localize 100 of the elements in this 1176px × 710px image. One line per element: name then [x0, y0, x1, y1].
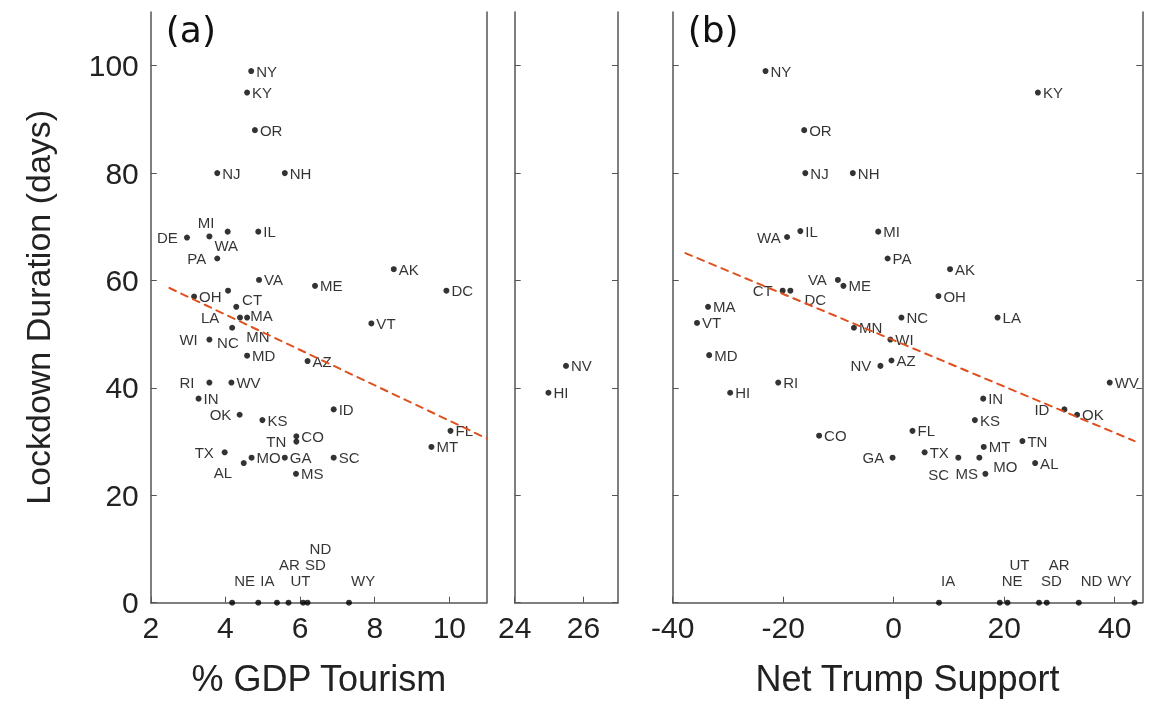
data-label: GA: [862, 449, 885, 467]
data-label: GA: [289, 449, 312, 467]
point: [1131, 599, 1138, 606]
point: [775, 379, 782, 386]
data-label: ND: [1080, 572, 1103, 590]
y-axis-title: Lockdown Duration (days): [18, 109, 57, 505]
data-label: OH: [943, 287, 966, 305]
data-label: TN: [1027, 432, 1048, 450]
data-label: CT: [752, 282, 773, 300]
point: [1075, 599, 1082, 606]
data-label: NJ: [810, 164, 829, 182]
point: [801, 127, 808, 134]
y-tick-label: 80: [105, 156, 139, 190]
x-tick-label: -20: [761, 611, 805, 645]
point: [802, 170, 809, 177]
data-label: NV: [571, 357, 592, 375]
x-tick-label: 8: [366, 611, 384, 645]
data-label: UT: [1009, 556, 1030, 574]
data-label: AZ: [312, 352, 332, 370]
chart-title: (a): [165, 8, 216, 50]
point: [727, 389, 734, 396]
point: [345, 599, 352, 606]
data-label: VA: [264, 271, 283, 289]
point: [330, 454, 337, 461]
data-label: NY: [770, 62, 792, 80]
point: [1032, 460, 1039, 467]
point: [797, 228, 804, 235]
x-tick-label: 4: [217, 611, 234, 645]
data-label: CO: [301, 427, 324, 445]
y-tick-label: 40: [105, 371, 139, 405]
y-tick-label: 100: [88, 49, 139, 83]
y-tick-label: 0: [122, 586, 139, 620]
data-label: SC: [928, 466, 950, 484]
point: [816, 432, 823, 439]
point: [1043, 599, 1050, 606]
data-label: ID: [1034, 400, 1050, 418]
x-tick-label: 0: [885, 611, 903, 645]
point: [834, 276, 841, 283]
point: [706, 352, 713, 359]
x-tick-label: 6: [291, 611, 309, 645]
point: [994, 314, 1001, 321]
y-tick-label: 20: [105, 478, 139, 512]
data-label: KY: [1042, 84, 1063, 102]
data-label: NC: [906, 309, 929, 327]
point: [447, 427, 454, 434]
point: [229, 324, 236, 331]
data-label: SD: [1040, 572, 1062, 590]
data-label: IL: [263, 223, 276, 241]
data-label: NE: [234, 572, 256, 590]
point: [982, 470, 989, 477]
point: [935, 293, 942, 300]
point: [255, 228, 262, 235]
data-label: OH: [199, 288, 222, 306]
data-label: MD: [714, 346, 738, 364]
point: [233, 303, 240, 310]
point: [443, 287, 450, 294]
chart-title: (b): [687, 8, 739, 50]
point: [237, 314, 243, 321]
data-label: DC: [451, 282, 474, 300]
data-label: OR: [259, 121, 283, 139]
x-tick-label: 20: [987, 611, 1021, 645]
data-label: AL: [1040, 454, 1059, 472]
point: [909, 427, 916, 434]
data-label: MN: [858, 319, 883, 337]
data-label: VT: [376, 314, 396, 332]
point: [849, 170, 856, 177]
data-label: ME: [848, 277, 871, 295]
point: [244, 352, 251, 359]
data-label: CO: [824, 427, 847, 445]
data-label: FL: [917, 422, 935, 440]
point: [980, 395, 987, 402]
data-label: SC: [338, 449, 360, 467]
point: [184, 234, 190, 241]
data-label: IL: [805, 222, 818, 240]
point: [762, 68, 769, 75]
point: [330, 406, 337, 413]
point: [850, 324, 857, 331]
data-label: ID: [338, 400, 354, 418]
data-label: AK: [955, 260, 976, 278]
point: [236, 411, 243, 418]
data-label: RI: [179, 374, 195, 392]
point: [255, 599, 262, 606]
data-label: KS: [267, 411, 288, 429]
point: [875, 228, 882, 235]
point: [996, 599, 1003, 606]
x-tick-label: 40: [1097, 611, 1132, 645]
data-label: MA: [713, 298, 736, 316]
data-label: MS: [955, 465, 978, 483]
data-label: MA: [250, 307, 273, 325]
point: [787, 287, 794, 294]
data-label: WY: [1107, 572, 1132, 590]
point: [1034, 89, 1041, 96]
data-label: NC: [217, 334, 239, 352]
data-label: TX: [929, 443, 949, 461]
point: [206, 336, 213, 343]
data-label: NY: [256, 62, 278, 80]
point: [229, 599, 236, 606]
data-label: AR: [1048, 556, 1070, 574]
data-label: UT: [290, 572, 311, 590]
y-tick-label: 60: [105, 264, 139, 297]
